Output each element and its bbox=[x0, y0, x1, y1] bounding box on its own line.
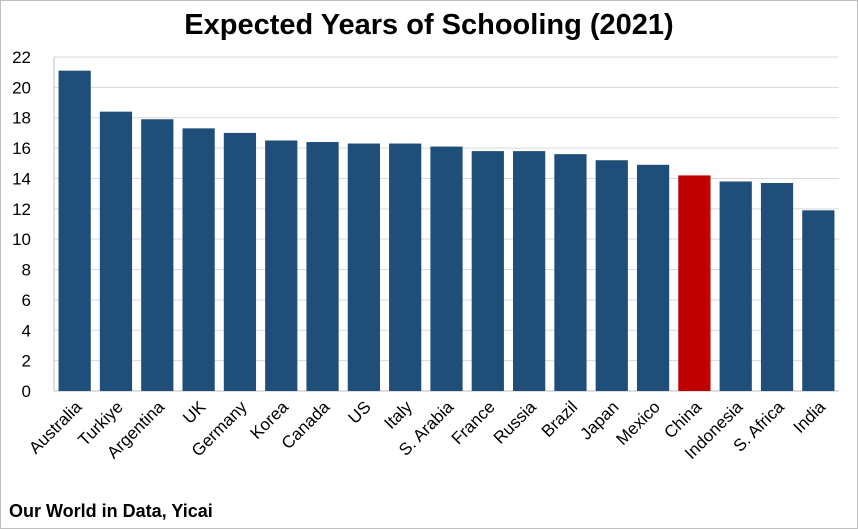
y-tick-label: 16 bbox=[12, 139, 31, 158]
y-tick-label: 4 bbox=[22, 321, 31, 340]
bar-australia bbox=[58, 70, 91, 391]
bar-indonesia bbox=[719, 181, 752, 391]
bar-argentina bbox=[141, 119, 174, 391]
x-tick-label: Italy bbox=[381, 397, 417, 433]
bar-china bbox=[678, 175, 711, 391]
bar-brazil bbox=[554, 154, 587, 391]
y-tick-label: 2 bbox=[22, 352, 31, 371]
y-tick-label: 10 bbox=[12, 230, 31, 249]
x-tick-label: Russia bbox=[490, 397, 541, 448]
chart-title: Expected Years of Schooling (2021) bbox=[184, 9, 674, 41]
y-tick-label: 14 bbox=[12, 169, 31, 188]
bar-italy bbox=[389, 143, 422, 391]
bar-uk bbox=[182, 128, 215, 391]
x-tick-label: Australia bbox=[25, 397, 86, 458]
bar-turkiye bbox=[99, 111, 133, 392]
y-tick-label: 12 bbox=[12, 200, 31, 219]
bar-korea bbox=[265, 140, 298, 391]
x-tick-label: UK bbox=[179, 397, 210, 428]
y-tick-label: 20 bbox=[12, 78, 31, 97]
x-tick-label: US bbox=[345, 397, 375, 427]
bar-russia bbox=[513, 151, 546, 391]
bar-mexico bbox=[636, 164, 670, 391]
bar-s-arabia bbox=[430, 146, 463, 391]
bar-germany bbox=[223, 132, 257, 391]
x-tick-label: India bbox=[790, 397, 830, 437]
x-tick-label: Brazil bbox=[538, 397, 581, 440]
x-tick-label: Mexico bbox=[612, 397, 664, 449]
y-tick-label: 6 bbox=[22, 291, 31, 310]
x-tick-label: France bbox=[448, 397, 499, 448]
bar-us bbox=[347, 143, 380, 391]
y-tick-label: 18 bbox=[12, 109, 31, 128]
source-note: Our World in Data, Yicai bbox=[9, 501, 213, 521]
bar-canada bbox=[306, 142, 339, 391]
bar-japan bbox=[595, 160, 628, 391]
y-tick-label: 0 bbox=[22, 382, 31, 401]
bar-india bbox=[802, 210, 835, 391]
y-tick-label: 8 bbox=[22, 261, 31, 280]
bar-s-africa bbox=[760, 183, 794, 391]
y-tick-label: 22 bbox=[12, 48, 31, 67]
bar-france bbox=[471, 151, 504, 391]
